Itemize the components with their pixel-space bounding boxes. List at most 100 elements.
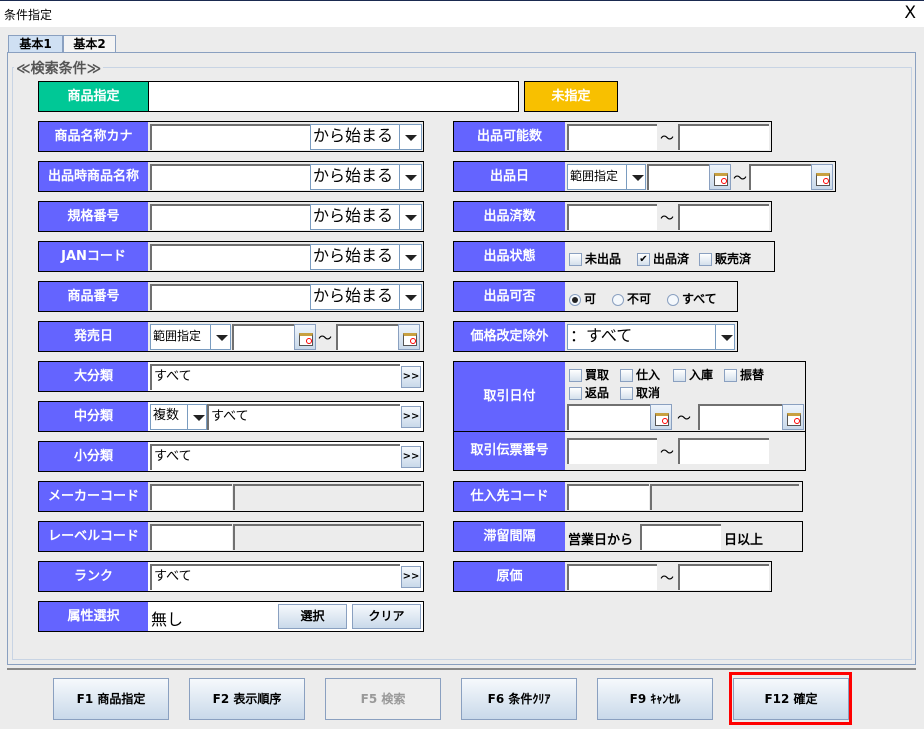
chevron-down-icon[interactable]: [400, 164, 422, 190]
f6-clear-conditions-button[interactable]: F6 条件ｸﾘｱ: [461, 678, 577, 720]
tab-basic1[interactable]: 基本1: [8, 35, 63, 54]
mid-cat-row: 複数 すべて >>: [148, 401, 424, 432]
listing-date-mode-select[interactable]: 範囲指定: [567, 164, 627, 190]
checkbox-listed[interactable]: ✔ 出品済: [637, 250, 689, 267]
large-cat-more-button[interactable]: >>: [401, 366, 421, 388]
unspecified-badge[interactable]: 未指定: [524, 81, 618, 112]
product-no-input[interactable]: [150, 284, 310, 310]
window-title: 条件指定: [4, 8, 53, 22]
slip-no-to[interactable]: [678, 438, 769, 464]
chevron-down-icon[interactable]: [400, 204, 422, 230]
chevron-down-icon[interactable]: [211, 324, 231, 350]
tab-basic2[interactable]: 基本2: [63, 35, 116, 53]
maker-code-input[interactable]: [150, 484, 232, 510]
calendar-icon[interactable]: [709, 164, 731, 190]
small-cat-more-button[interactable]: >>: [401, 446, 421, 468]
supplier-code-input[interactable]: [567, 484, 649, 510]
small-cat-label: 小分類: [38, 441, 149, 472]
listing-status-row: 未出品 ✔ 出品済 販売済: [565, 241, 775, 272]
product-no-match-select[interactable]: から始まる: [310, 284, 400, 310]
kana-match-select[interactable]: から始まる: [310, 124, 400, 150]
radio-allowed[interactable]: 可: [569, 290, 596, 307]
large-cat-value: すべて: [150, 364, 400, 390]
checkbox-receiving[interactable]: 入庫: [673, 366, 713, 383]
f1-product-spec-button[interactable]: F1 商品指定: [53, 678, 169, 720]
calendar-icon[interactable]: [650, 404, 672, 430]
spec-no-match-select[interactable]: から始まる: [310, 204, 400, 230]
listable-qty-to[interactable]: [678, 124, 769, 150]
supplier-row: [565, 481, 803, 512]
rank-more-button[interactable]: >>: [401, 566, 421, 588]
chevron-down-icon[interactable]: [400, 284, 422, 310]
close-icon[interactable]: X: [904, 3, 916, 23]
tilde: 〜: [660, 571, 674, 587]
f2-display-order-button[interactable]: F2 表示順序: [189, 678, 305, 720]
listed-qty-from[interactable]: [567, 204, 657, 230]
listing-date-to[interactable]: [749, 164, 811, 190]
stay-days-input[interactable]: [640, 524, 721, 550]
stay-suffix: 日以上: [724, 533, 764, 548]
checkbox-stock-in[interactable]: 仕入: [620, 366, 660, 383]
checkbox-unlisted[interactable]: 未出品: [569, 250, 621, 267]
spec-no-label: 規格番号: [38, 201, 149, 232]
calendar-icon[interactable]: [398, 324, 420, 350]
listing-name-input[interactable]: [150, 164, 310, 190]
supplier-name-field: [650, 484, 799, 510]
price-revision-select[interactable]: ：すべて: [567, 324, 716, 350]
calendar-icon[interactable]: [294, 324, 316, 350]
mid-cat-more-button[interactable]: >>: [401, 406, 421, 428]
chevron-down-icon[interactable]: [188, 404, 207, 430]
chevron-down-icon[interactable]: [627, 164, 646, 190]
release-date-to[interactable]: [336, 324, 398, 350]
trade-date-to[interactable]: [698, 404, 782, 430]
release-date-mode-select[interactable]: 範囲指定: [150, 324, 211, 350]
chevron-down-icon[interactable]: [400, 244, 422, 270]
maker-label: メーカーコード: [38, 481, 149, 512]
listing-name-match-select[interactable]: から始まる: [310, 164, 400, 190]
attribute-select-button[interactable]: 選択: [278, 604, 347, 629]
listing-date-from[interactable]: [647, 164, 709, 190]
jan-match-select[interactable]: から始まる: [310, 244, 400, 270]
chevron-down-icon[interactable]: [400, 124, 422, 150]
price-revision-label: 価格改定除外: [453, 321, 566, 352]
product-spec-field[interactable]: [148, 81, 519, 112]
f9-cancel-button[interactable]: F9 ｷｬﾝｾﾙ: [597, 678, 713, 720]
listed-qty-to[interactable]: [678, 204, 769, 230]
listable-qty-row: 〜: [565, 121, 772, 152]
checkbox-cancel[interactable]: 取消: [620, 384, 660, 401]
price-revision-row: ：すべて: [565, 321, 738, 352]
listable-qty-from[interactable]: [567, 124, 657, 150]
checkbox-transfer[interactable]: 振替: [724, 366, 764, 383]
spec-no-input[interactable]: [150, 204, 310, 230]
release-date-label: 発売日: [38, 321, 149, 352]
f12-confirm-button[interactable]: F12 確定: [733, 678, 849, 720]
mid-cat-mode-select[interactable]: 複数: [150, 404, 188, 430]
radio-not-allowed[interactable]: 不可: [612, 290, 651, 307]
attribute-label: 属性選択: [38, 601, 149, 632]
checkbox-sold[interactable]: 販売済: [699, 250, 751, 267]
attribute-clear-button[interactable]: クリア: [352, 604, 421, 629]
f5-search-button[interactable]: F5 検索: [325, 678, 441, 720]
rank-label: ランク: [38, 561, 149, 592]
spec-no-row: から始まる: [148, 201, 424, 232]
cost-to[interactable]: [678, 564, 769, 590]
calendar-icon[interactable]: [782, 404, 804, 430]
checkbox-return[interactable]: 返品: [569, 384, 609, 401]
radio-all[interactable]: すべて: [667, 290, 717, 307]
trade-date-row: 買取 仕入 入庫 振替 返品 取消 〜: [565, 361, 806, 432]
trade-date-from[interactable]: [567, 404, 650, 430]
release-date-from[interactable]: [232, 324, 294, 350]
calendar-icon[interactable]: [811, 164, 833, 190]
slip-no-from[interactable]: [567, 438, 657, 464]
product-no-row: から始まる: [148, 281, 424, 312]
jan-label: JANコード: [38, 241, 149, 272]
stay-row: 営業日から 日以上: [565, 521, 803, 552]
attribute-row: 無し 選択 クリア: [148, 601, 424, 632]
chevron-down-icon[interactable]: [716, 324, 735, 350]
tilde: 〜: [660, 131, 674, 147]
jan-input[interactable]: [150, 244, 310, 270]
label-code-input[interactable]: [150, 524, 232, 550]
checkbox-purchase[interactable]: 買取: [569, 366, 609, 383]
kana-input[interactable]: [150, 124, 310, 150]
cost-from[interactable]: [567, 564, 657, 590]
